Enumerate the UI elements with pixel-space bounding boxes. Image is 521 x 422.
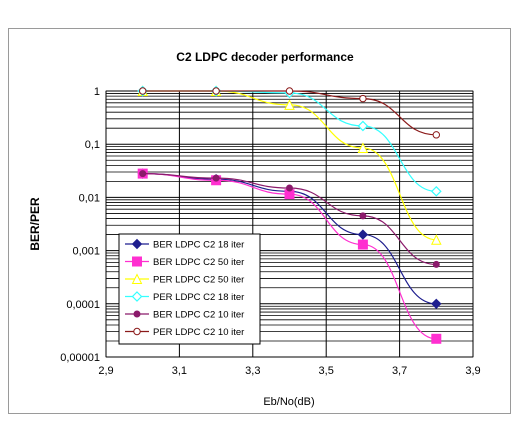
- x-tick-label: 3,9: [465, 365, 480, 377]
- y-tick-label: 0,01: [79, 192, 100, 204]
- data-point: [284, 99, 295, 110]
- data-point: [432, 260, 440, 268]
- data-point: [139, 87, 147, 95]
- y-tick-label: 0,1: [85, 139, 100, 151]
- data-point: [357, 120, 369, 132]
- legend-items: BER LDPC C2 18 iter BER LDPC C2 50 iter PE…: [125, 238, 244, 338]
- data-point: [212, 174, 220, 182]
- legend-marker: [131, 238, 143, 250]
- series-layer: [137, 85, 442, 344]
- x-tick-label: 3,7: [392, 365, 407, 377]
- series-line: [142, 173, 437, 305]
- legend-label: BER LDPC C2 10 iter: [153, 310, 244, 321]
- data-point: [286, 184, 293, 192]
- legend-item: PER LDPC C2 10 iter: [125, 327, 244, 338]
- legend-marker: [132, 256, 142, 267]
- legend-label: BER LDPC C2 18 iter: [153, 240, 244, 251]
- legend-marker: [131, 291, 143, 302]
- legend-label: BER LDPC C2 50 iter: [153, 257, 244, 268]
- legend: BER LDPC C2 18 iter BER LDPC C2 50 iter PE…: [118, 233, 261, 345]
- x-tick-label: 3,1: [172, 365, 187, 377]
- series-line: [142, 173, 437, 340]
- y-tick-label: 0,001: [72, 246, 100, 258]
- data-point: [430, 234, 442, 245]
- chart-title: C2 LDPC decoder performance: [176, 50, 354, 64]
- legend-item: BER LDPC C2 10 iter: [125, 310, 244, 321]
- data-point: [357, 229, 369, 240]
- legend-item: BER LDPC C2 18 iter: [125, 238, 244, 251]
- legend-label: PER LDPC C2 50 iter: [153, 275, 244, 286]
- legend-marker: [131, 273, 143, 284]
- y-tick-label: 1: [94, 86, 100, 98]
- data-point: [285, 87, 294, 95]
- legend-label: PER LDPC C2 18 iter: [153, 292, 244, 303]
- legend-item: BER LDPC C2 50 iter: [125, 256, 244, 268]
- y-tick-label: 0,00001: [60, 352, 100, 364]
- legend-marker: [133, 310, 141, 318]
- legend-marker: [133, 327, 141, 336]
- data-point: [431, 333, 442, 344]
- x-tick-label: 3,3: [245, 365, 260, 377]
- y-tick-label: 0,0001: [66, 299, 100, 311]
- data-point: [359, 94, 367, 103]
- data-point: [357, 142, 369, 153]
- data-point: [139, 170, 147, 178]
- data-point: [431, 298, 442, 310]
- x-tick-label: 3,5: [319, 365, 334, 377]
- data-point: [212, 87, 220, 95]
- data-point: [432, 131, 440, 139]
- legend-label: PER LDPC C2 10 iter: [153, 327, 244, 338]
- series-5: [139, 170, 440, 268]
- legend-item: PER LDPC C2 50 iter: [125, 273, 244, 286]
- legend-item: PER LDPC C2 18 iter: [125, 291, 244, 303]
- series-6: [139, 87, 440, 139]
- x-axis-title: Eb/No(dB): [263, 396, 314, 408]
- series-line: [142, 173, 437, 266]
- y-axis-title: BER/PER: [28, 197, 42, 251]
- legend-box: [118, 233, 261, 345]
- chart-frame: C2 LDPC decoder performance 1 0,1 0,01 0,00…: [8, 28, 511, 414]
- data-point: [430, 185, 442, 197]
- data-point: [359, 212, 367, 220]
- x-tick-label: 2,9: [98, 365, 113, 377]
- data-point: [357, 239, 368, 250]
- chart-svg: C2 LDPC decoder performance 1 0,1 0,01 0,00…: [28, 50, 481, 408]
